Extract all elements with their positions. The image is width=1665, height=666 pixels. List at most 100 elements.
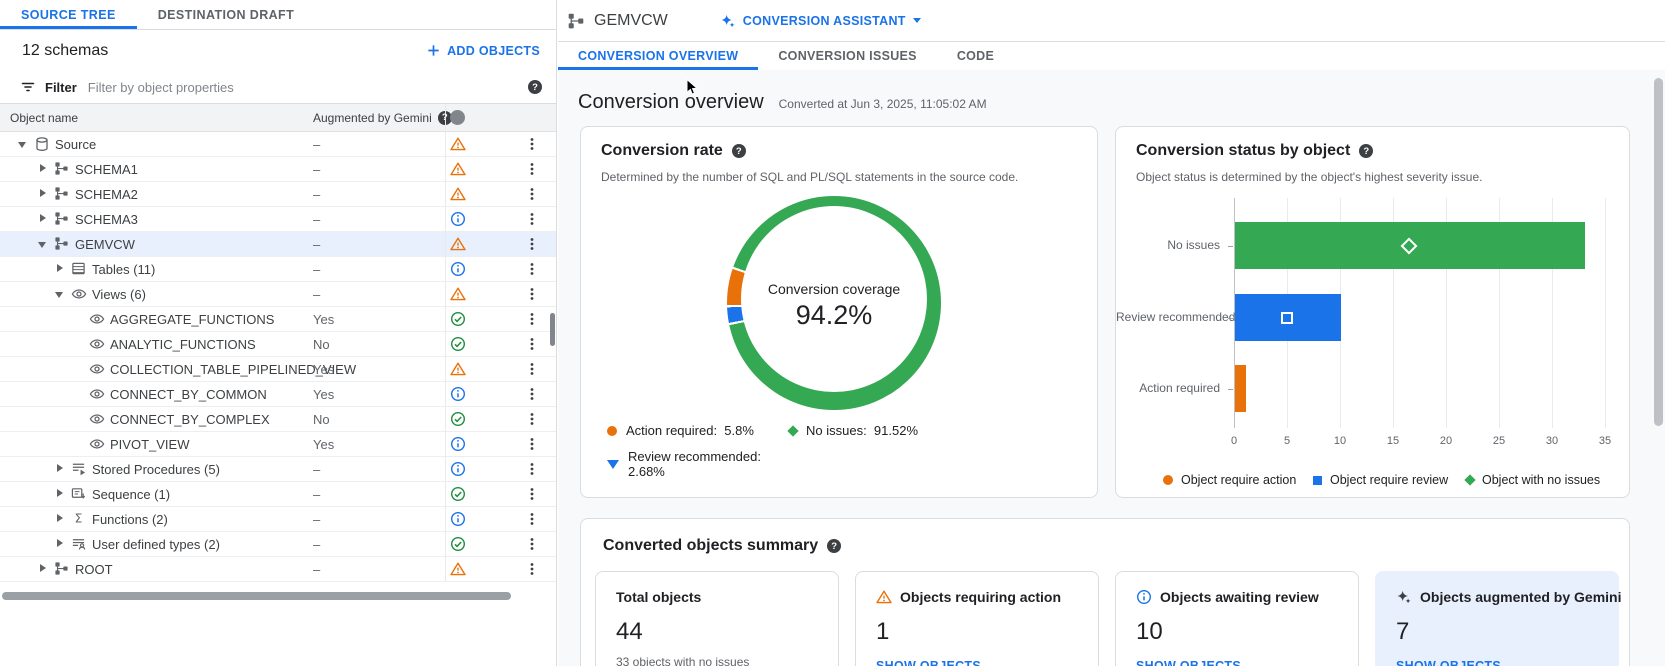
- kebab-menu-icon[interactable]: [524, 336, 540, 352]
- tree-row-collection-table-pipelined-view[interactable]: COLLECTION_TABLE_PIPELINED_VIEW Yes: [0, 357, 556, 382]
- tree-row-sequence-1[interactable]: Sequence (1) –: [0, 482, 556, 507]
- kebab-menu-icon[interactable]: [524, 511, 540, 527]
- kebab-menu-icon[interactable]: [524, 236, 540, 252]
- kebab-menu-icon[interactable]: [524, 461, 540, 477]
- tab-code[interactable]: CODE: [937, 42, 1014, 70]
- kebab-menu-icon[interactable]: [524, 286, 540, 302]
- status-warning-icon[interactable]: [450, 561, 466, 577]
- tree-row-aggregate-functions[interactable]: AGGREGATE_FUNCTIONS Yes: [0, 307, 556, 332]
- caret-right-icon[interactable]: [55, 464, 65, 474]
- bar-category-no-issues: No issues: [1167, 238, 1220, 252]
- caret-right-icon[interactable]: [55, 264, 65, 274]
- summary-help-icon[interactable]: ?: [827, 539, 842, 553]
- tree-row-connect-by-complex[interactable]: CONNECT_BY_COMPLEX No: [0, 407, 556, 432]
- caret-right-icon[interactable]: [38, 189, 48, 199]
- status-info-icon[interactable]: [450, 511, 466, 527]
- status-warning-icon[interactable]: [450, 161, 466, 177]
- conversion-assistant-button[interactable]: CONVERSION ASSISTANT: [720, 13, 921, 29]
- status-warning-icon[interactable]: [450, 186, 466, 202]
- tree-row-schema2[interactable]: SCHEMA2 –: [0, 182, 556, 207]
- overview-heading-row: Conversion overview Converted at Jun 3, …: [578, 91, 987, 114]
- augmented-help-icon[interactable]: ?: [437, 110, 452, 125]
- caret-right-icon[interactable]: [38, 564, 48, 574]
- status-check-icon[interactable]: [450, 411, 466, 427]
- kebab-menu-icon[interactable]: [524, 436, 540, 452]
- tree-row-tables-11[interactable]: Tables (11) –: [0, 257, 556, 282]
- workspace-title: GEMVCW: [594, 11, 668, 29]
- tree-row-gemvcw[interactable]: GEMVCW –: [0, 232, 556, 257]
- tree-row-functions-2[interactable]: Σ Functions (2) –: [0, 507, 556, 532]
- tab-destination-draft-label: DESTINATION DRAFT: [157, 7, 295, 22]
- summary-card-header: Objects requiring action: [876, 589, 1078, 605]
- bar-review-recommended[interactable]: [1235, 294, 1341, 341]
- status-info-icon[interactable]: [450, 261, 466, 277]
- tree-row-source[interactable]: Source –: [0, 132, 556, 157]
- caret-right-icon[interactable]: [55, 514, 65, 524]
- kebab-menu-icon[interactable]: [524, 361, 540, 377]
- kebab-menu-icon[interactable]: [524, 536, 540, 552]
- tab-conversion-overview[interactable]: CONVERSION OVERVIEW: [558, 42, 759, 70]
- add-objects-button[interactable]: ADD OBJECTS: [426, 43, 540, 58]
- tree-row-pivot-view[interactable]: PIVOT_VIEW Yes: [0, 432, 556, 457]
- tab-destination-draft[interactable]: DESTINATION DRAFT: [137, 0, 315, 29]
- caret-right-icon[interactable]: [55, 539, 65, 549]
- status-warning-icon[interactable]: [450, 236, 466, 252]
- caret-down-icon[interactable]: [18, 139, 28, 149]
- eye-icon: [89, 311, 105, 327]
- tree-vertical-scrollbar[interactable]: [550, 313, 555, 346]
- tree-horizontal-scrollbar[interactable]: [2, 592, 511, 600]
- status-info-icon[interactable]: [450, 386, 466, 402]
- kebab-menu-icon[interactable]: [524, 411, 540, 427]
- tree-row-schema1[interactable]: SCHEMA1 –: [0, 157, 556, 182]
- conversion-rate-help-icon[interactable]: ?: [731, 144, 746, 158]
- tree-row-schema3[interactable]: SCHEMA3 –: [0, 207, 556, 232]
- kebab-menu-icon[interactable]: [524, 311, 540, 327]
- status-check-icon[interactable]: [450, 311, 466, 327]
- status-check-icon[interactable]: [450, 336, 466, 352]
- page-vertical-scrollbar[interactable]: [1654, 78, 1663, 426]
- status-info-icon[interactable]: [450, 461, 466, 477]
- kebab-menu-icon[interactable]: [524, 561, 540, 577]
- caret-down-icon[interactable]: [55, 289, 65, 299]
- status-info-icon[interactable]: [450, 211, 466, 227]
- caret-down-icon[interactable]: [38, 239, 48, 249]
- status-info-icon[interactable]: [450, 436, 466, 452]
- tab-conversion-issues[interactable]: CONVERSION ISSUES: [758, 42, 936, 70]
- kebab-menu-icon[interactable]: [524, 386, 540, 402]
- summary-card-subtext: 33 objects with no issues: [616, 655, 750, 666]
- summary-card-label: Objects augmented by Gemini: [1420, 589, 1622, 605]
- column-status-icon: [450, 110, 465, 125]
- tree-row-root[interactable]: ROOT –: [0, 557, 556, 582]
- tree-row-user-defined-types-2[interactable]: User defined types (2) –: [0, 532, 556, 557]
- kebab-menu-icon[interactable]: [524, 486, 540, 502]
- tab-source-tree[interactable]: SOURCE TREE: [0, 0, 137, 29]
- tree-row-stored-procedures-5[interactable]: Stored Procedures (5) –: [0, 457, 556, 482]
- tree-row-connect-by-common[interactable]: CONNECT_BY_COMMON Yes: [0, 382, 556, 407]
- show-objects-link[interactable]: SHOW OBJECTS: [1396, 659, 1501, 666]
- kebab-menu-icon[interactable]: [524, 261, 540, 277]
- status-warning-icon[interactable]: [450, 361, 466, 377]
- conversion-status-help-icon[interactable]: ?: [1359, 144, 1374, 158]
- filter-input[interactable]: [85, 78, 519, 96]
- show-objects-link[interactable]: SHOW OBJECTS: [876, 659, 981, 666]
- gridline-x25: [1499, 198, 1500, 428]
- summary-title: Converted objects summary ?: [603, 537, 842, 555]
- tree-row-analytic-functions[interactable]: ANALYTIC_FUNCTIONS No: [0, 332, 556, 357]
- caret-right-icon[interactable]: [38, 214, 48, 224]
- kebab-menu-icon[interactable]: [524, 161, 540, 177]
- bar-action-required[interactable]: [1235, 365, 1246, 412]
- status-check-icon[interactable]: [450, 486, 466, 502]
- caret-right-icon[interactable]: [55, 489, 65, 499]
- show-objects-link[interactable]: SHOW OBJECTS: [1136, 659, 1241, 666]
- caret-right-icon[interactable]: [38, 164, 48, 174]
- kebab-menu-icon[interactable]: [524, 136, 540, 152]
- kebab-menu-icon[interactable]: [524, 186, 540, 202]
- kebab-menu-icon[interactable]: [524, 211, 540, 227]
- status-warning-icon[interactable]: [450, 286, 466, 302]
- legend-label: Object require action: [1181, 473, 1297, 487]
- bar-no-issues[interactable]: [1235, 222, 1585, 269]
- filter-help-icon[interactable]: ?: [528, 80, 542, 94]
- status-warning-icon[interactable]: [450, 136, 466, 152]
- status-check-icon[interactable]: [450, 536, 466, 552]
- tree-row-views-6[interactable]: Views (6) –: [0, 282, 556, 307]
